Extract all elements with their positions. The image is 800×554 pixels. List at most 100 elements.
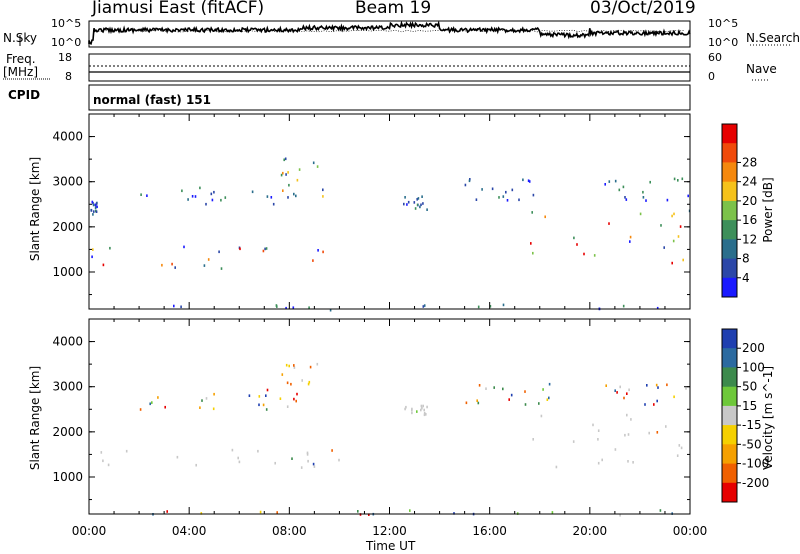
echo-cell xyxy=(313,465,316,468)
echo-cell xyxy=(416,198,418,201)
echo-cell xyxy=(262,403,265,407)
echo-cell xyxy=(107,463,110,467)
echo-cell xyxy=(301,379,303,382)
colorbar-tick-label: 16 xyxy=(742,213,757,227)
echo-cell xyxy=(266,388,269,392)
echo-cell xyxy=(413,201,416,204)
echo-cell xyxy=(201,399,203,402)
echo-cell xyxy=(280,173,283,177)
echo-cell xyxy=(282,189,284,192)
colorbar-tick-label: 200 xyxy=(742,341,765,355)
echo-cell xyxy=(453,512,455,515)
y-tick-label: 4000 xyxy=(52,130,83,144)
echo-cell xyxy=(293,364,295,367)
echo-cell xyxy=(166,510,168,513)
freq-tick-bottom: 8 xyxy=(65,70,72,83)
echo-cell xyxy=(95,202,98,205)
echo-cell xyxy=(423,408,425,412)
echo-cell xyxy=(532,251,534,255)
echo-cell xyxy=(187,198,189,201)
freq-tick-top: 18 xyxy=(58,51,72,64)
echo-cell xyxy=(626,413,628,417)
echo-cell xyxy=(426,208,428,211)
echo-cell xyxy=(639,212,642,216)
echo-cell xyxy=(627,433,630,436)
echo-cell xyxy=(200,512,203,515)
echo-cell xyxy=(528,180,531,183)
echo-cell xyxy=(672,239,675,243)
echo-cell xyxy=(265,408,268,411)
echo-cell xyxy=(180,305,182,309)
echo-cell xyxy=(102,263,105,267)
echo-cell xyxy=(286,381,289,385)
echo-cell xyxy=(149,402,151,406)
echo-cell xyxy=(502,387,504,391)
echo-cell xyxy=(644,403,646,406)
echo-cell xyxy=(592,423,594,427)
echo-cell xyxy=(231,448,234,452)
echo-cell xyxy=(140,193,142,196)
colorbar-swatch xyxy=(722,277,737,298)
echo-cell xyxy=(307,382,310,386)
echo-cell xyxy=(676,454,679,457)
echo-cell xyxy=(293,192,295,196)
x-tick-label: 00:00 xyxy=(72,524,107,538)
echo-cell xyxy=(203,264,206,267)
echo-cell xyxy=(618,188,621,192)
echo-cell xyxy=(663,246,665,249)
echo-cell xyxy=(623,396,625,400)
echo-cell xyxy=(425,413,427,416)
echo-cell xyxy=(491,187,494,191)
colorbar-tick-label: -15 xyxy=(742,418,762,432)
echo-cell xyxy=(300,466,303,469)
colorbar-tick-label: 100 xyxy=(742,360,765,374)
echo-cell xyxy=(666,383,668,387)
x-tick-label: 20:00 xyxy=(573,524,608,538)
echo-cell xyxy=(338,458,340,462)
echo-cell xyxy=(548,382,551,386)
echo-cell xyxy=(92,203,95,207)
echo-cell xyxy=(292,306,295,309)
echo-cell xyxy=(316,362,319,366)
echo-cell xyxy=(205,202,207,206)
echo-cell xyxy=(274,461,276,465)
echo-cell xyxy=(414,207,417,210)
echo-cell xyxy=(171,262,173,266)
echo-cell xyxy=(678,444,681,447)
echo-cell xyxy=(276,305,278,308)
colorbar-tick-label: 50 xyxy=(742,380,757,394)
echo-cell xyxy=(498,196,500,199)
echo-cell xyxy=(665,425,667,428)
echo-cell xyxy=(416,410,418,413)
echo-cell xyxy=(538,402,540,405)
echo-cell xyxy=(213,392,215,396)
noise-tick-bottom-left: 10^0 xyxy=(51,36,82,49)
y-tick-label: 1000 xyxy=(52,470,83,484)
echo-cell xyxy=(465,401,468,405)
echo-cell xyxy=(673,177,676,181)
echo-cell xyxy=(264,247,266,251)
echo-cell xyxy=(199,406,201,409)
echo-cell xyxy=(532,438,534,441)
echo-cell xyxy=(627,460,629,463)
echo-cell xyxy=(368,513,370,516)
echo-cell xyxy=(649,180,651,184)
echo-cell xyxy=(423,413,426,417)
echo-cell xyxy=(224,196,227,199)
echo-cell xyxy=(212,407,215,411)
echo-cell xyxy=(677,179,679,182)
echo-cell xyxy=(195,463,197,467)
echo-cell xyxy=(288,364,290,368)
echo-cell xyxy=(220,267,223,270)
echo-cell xyxy=(642,196,645,199)
colorbar-tick-label: -200 xyxy=(742,476,769,490)
echo-cell xyxy=(295,399,297,403)
echo-cell xyxy=(251,190,254,194)
echo-cell xyxy=(125,449,128,453)
echo-cell xyxy=(411,411,413,415)
echo-cell xyxy=(601,458,603,462)
echo-cell xyxy=(276,511,278,514)
echo-cell xyxy=(102,459,104,463)
nave-tick-top: 60 xyxy=(708,51,722,64)
